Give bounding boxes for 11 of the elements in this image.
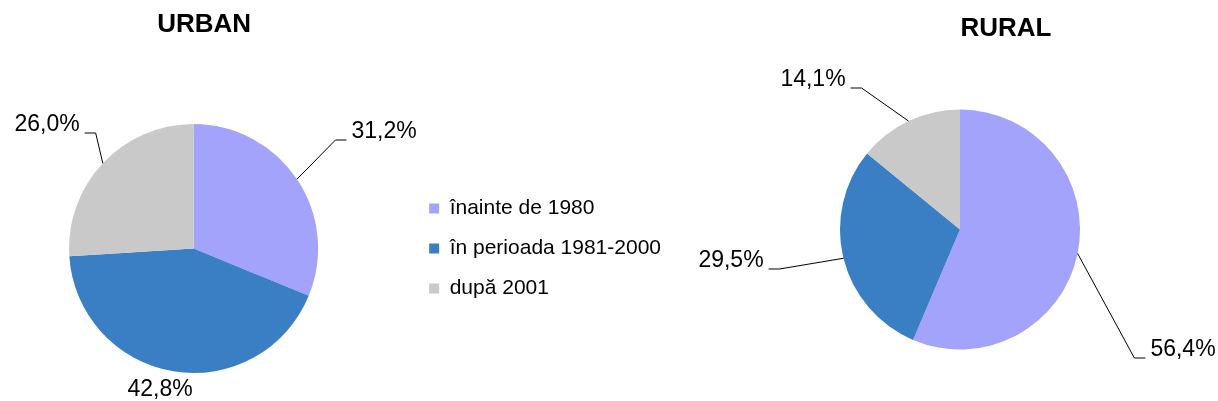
data-label: 26,0% <box>14 110 80 137</box>
chart-title: RURAL <box>960 12 1052 43</box>
chart-title: URBAN <box>157 8 252 39</box>
data-label: 29,5% <box>698 246 764 273</box>
data-label: 56,4% <box>1150 335 1216 362</box>
legend-label: după 2001 <box>449 275 549 299</box>
data-label: 14,1% <box>780 65 846 92</box>
legend-label: înainte de 1980 <box>448 195 595 219</box>
data-label: 31,2% <box>351 117 417 144</box>
data-label: 42,8% <box>127 375 193 401</box>
legend-label: în perioada 1981-2000 <box>448 235 661 259</box>
